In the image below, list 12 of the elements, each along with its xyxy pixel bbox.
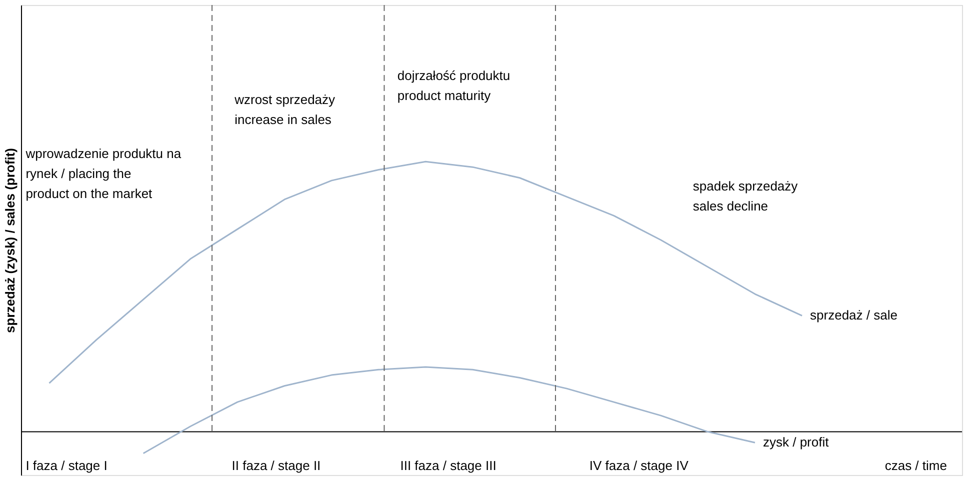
annotation: spadek sprzedaży sales decline [692,178,798,214]
text: III faza / stage III [400,458,496,474]
text: I faza / stage I [26,458,108,474]
text: IV faza / stage IV [589,458,689,474]
series-label: sprzedaż / sale [810,308,898,323]
annotation: wprowadzenie produktu na rynek / placing the product on the market [24,146,182,202]
text: wzrost sprzedaży increase in sales [234,92,336,128]
text: dojrzałość produktu product maturity [397,68,510,103]
series-label: zysk / profit [762,434,830,450]
text: czas / time [884,458,947,474]
y-axis-title: sprzedaż (zysk) / sales (profit) [2,148,18,333]
text: II faza / stage II [232,458,321,474]
